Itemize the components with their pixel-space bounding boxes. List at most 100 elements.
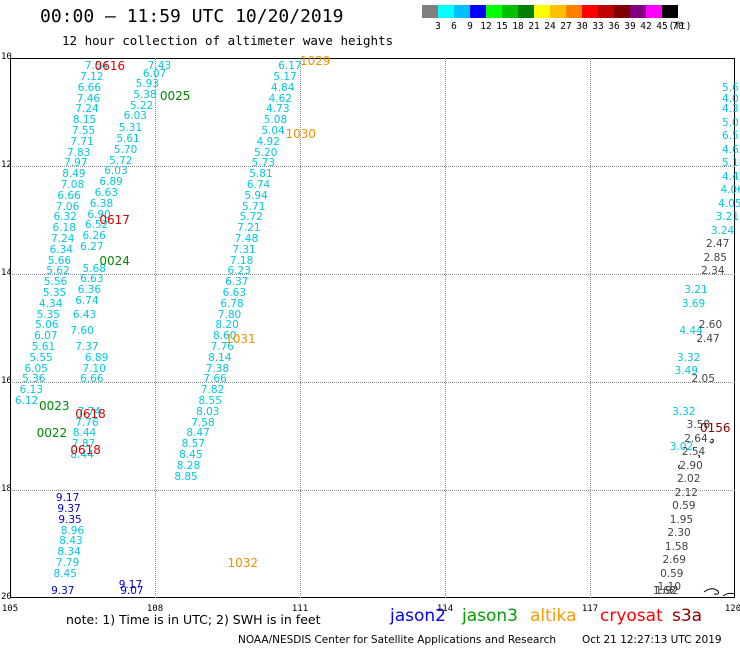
wave-height-value: 1.10 [657, 581, 682, 594]
wave-height-value: 9.37 [57, 502, 81, 515]
wave-height-value: 2.60 [698, 319, 723, 332]
wave-height-value: 7.21 [237, 222, 261, 235]
wave-height-value: 8.85 [174, 470, 198, 483]
wave-height-value: 3.69 [681, 297, 706, 310]
lon-label: 105 [1, 604, 19, 614]
lon-label: 117 [581, 604, 599, 614]
wave-height-value: 8.49 [62, 168, 86, 181]
legend-label: 36 [608, 21, 620, 32]
wave-height-value: 6.05 [24, 362, 48, 375]
wave-height-value: 7.37 [75, 340, 99, 353]
color-legend [422, 5, 678, 18]
wave-height-value: 8.28 [176, 459, 201, 472]
legend-label: 3 [435, 21, 441, 32]
pass-time-label: 1031 [225, 331, 256, 346]
wave-height-value: 7.24 [51, 232, 75, 245]
wave-height-value: 8.96 [60, 524, 85, 537]
wave-height-value: 7.55 [71, 124, 96, 137]
legend-label: 21 [528, 21, 540, 32]
wave-height-value: 6.03 [123, 110, 147, 123]
legend-swatch [646, 5, 662, 18]
wave-height-value: 8.45 [179, 448, 203, 461]
wave-height-value: 7.31 [232, 243, 256, 256]
wave-height-value: 6.38 [89, 197, 114, 210]
wave-height-value: 3.49 [674, 365, 698, 378]
wave-height-value: 5.6 [722, 81, 739, 94]
pass-time-label: 1029 [300, 53, 331, 68]
page-title: 00:00 – 11:59 UTC 10/20/2019 [40, 6, 344, 27]
wave-height-value: 5.35 [42, 286, 67, 299]
legend-label: 70 [672, 21, 684, 32]
legend-swatch [550, 5, 566, 18]
wave-height-value: 7.71 [70, 135, 94, 148]
pass-time-label: 0025 [159, 88, 191, 103]
wave-height-value: 5.71 [242, 200, 266, 213]
wave-height-value: 7.58 [191, 416, 215, 429]
wave-height-value: 7.54 [84, 60, 109, 73]
wave-height-value: 7.60 [70, 324, 94, 337]
wave-height-value: 9.17 [118, 578, 143, 591]
wave-height-value: 5.68 [82, 262, 106, 275]
wave-height-value: 2.69 [662, 554, 686, 567]
wave-height-value: 5.81 [249, 168, 273, 181]
wave-height-value: 5.08 [263, 114, 288, 127]
wave-height-value: 6.17 [278, 60, 302, 73]
wave-height-value: 7.82 [200, 384, 225, 397]
legend-swatch [582, 5, 598, 18]
wave-height-value: 8.44 [70, 448, 94, 461]
wave-height-value: 2.54 [681, 446, 706, 459]
page-subtitle: 12 hour collection of altimeter wave hei… [62, 33, 394, 48]
wave-height-value: 4.42 [722, 170, 740, 183]
wave-height-value: 6.89 [99, 176, 123, 189]
wave-height-value: 8.43 [59, 535, 83, 548]
lon-label: 108 [146, 604, 164, 614]
wave-height-value: 7.46 [76, 92, 101, 105]
wave-height-value: 6.63 [94, 187, 118, 199]
legend-label: 30 [576, 21, 588, 32]
legend-swatch [470, 5, 486, 18]
wave-height-value: 3.24 [710, 224, 735, 237]
wave-height-value: 6.66 [57, 189, 81, 202]
wave-height-value: 5.73 [251, 157, 276, 170]
wave-height-value: 4.62 [722, 143, 740, 156]
wave-height-value: 6.52 [84, 219, 109, 232]
wave-height-value: 5.38 [133, 88, 157, 101]
wave-height-value: 4.44 [679, 324, 703, 337]
wave-height-value: 5.06 [35, 319, 59, 332]
wave-height-value: 7.66 [203, 373, 227, 386]
wave-height-value: 4.92 [256, 135, 280, 148]
footer-credit: NOAA/NESDIS Center for Satellite Applica… [238, 634, 556, 646]
legend-swatch [438, 5, 454, 18]
lat-label: 10 [1, 52, 12, 62]
wave-height-value: 1.92 [655, 585, 679, 597]
wave-height-value: 2.34 [701, 265, 725, 278]
wave-height-value: 5.04 [261, 124, 285, 137]
legend-label: 12 [480, 21, 492, 32]
legend-label: 33 [592, 21, 604, 32]
wave-height-value: 5.35 [36, 308, 60, 321]
wave-height-value: 3.21 [715, 211, 740, 224]
pass-time-label: 0024 [99, 253, 130, 268]
gridline-lon [445, 58, 446, 598]
wave-height-value: 7.08 [60, 178, 85, 191]
wave-height-value: 2.47 [696, 332, 720, 345]
wave-height-value: 4.73 [266, 103, 290, 116]
wave-height-value: 7.18 [229, 254, 254, 267]
wave-height-value: 4.05 [718, 197, 740, 210]
lat-label: 18 [1, 484, 12, 494]
wave-height-value: 7.48 [234, 232, 259, 245]
wave-height-value: 8.03 [196, 405, 220, 418]
satellite-label: jason3 [462, 606, 518, 626]
wave-height-value: 1.62 [652, 585, 677, 597]
wave-height-value: 7.74 [77, 405, 102, 418]
gridline-lat [10, 382, 735, 383]
wave-height-value: 6.74 [75, 295, 99, 307]
wave-height-value: 6.63 [80, 273, 104, 286]
wave-height-value: 6.63 [222, 286, 247, 299]
wave-height-value: 9.37 [51, 585, 75, 597]
wave-height-value: 7.79 [55, 556, 80, 569]
wave-height-value: 9.07 [120, 585, 144, 597]
wave-height-value: 2.05 [691, 373, 715, 386]
pass-time-label: 0617 [99, 213, 130, 227]
wave-height-value: 3.21 [684, 284, 708, 297]
